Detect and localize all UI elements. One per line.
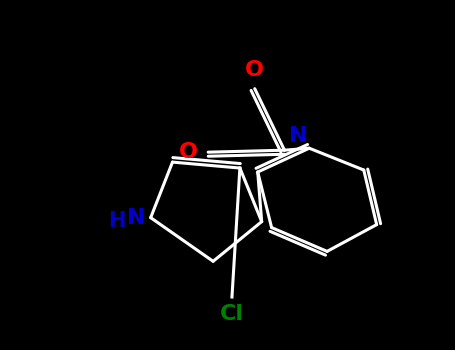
Text: N: N (289, 126, 308, 146)
Text: O: O (245, 60, 264, 80)
Text: N: N (127, 208, 145, 228)
Text: H: H (108, 211, 126, 231)
Text: O: O (179, 142, 198, 162)
Text: Cl: Cl (220, 304, 244, 324)
